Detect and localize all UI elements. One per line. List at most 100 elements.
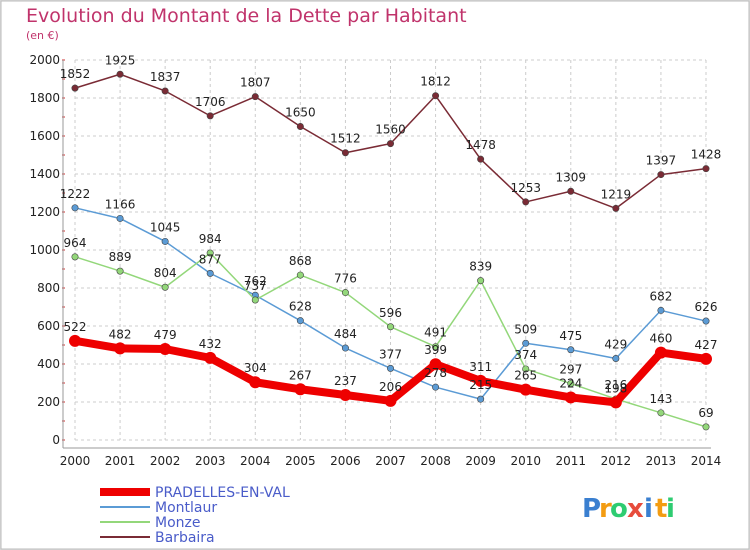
data-label: 1925 xyxy=(105,53,136,67)
data-label: 1650 xyxy=(285,106,316,120)
data-point xyxy=(522,365,530,373)
data-point xyxy=(341,344,349,352)
data-label: 804 xyxy=(154,266,177,280)
data-label: 1560 xyxy=(375,123,406,137)
data-point xyxy=(116,70,124,78)
data-label: 1166 xyxy=(105,197,136,211)
data-label: 964 xyxy=(64,236,87,250)
data-point xyxy=(294,383,307,396)
data-point xyxy=(702,165,710,173)
data-label: 1222 xyxy=(60,187,91,201)
data-label: 737 xyxy=(244,279,267,293)
x-tick-label: 2012 xyxy=(601,454,632,468)
data-label: 377 xyxy=(379,347,402,361)
data-label: 69 xyxy=(698,406,713,420)
data-point xyxy=(702,423,710,431)
data-point xyxy=(654,346,667,359)
data-label: 479 xyxy=(154,328,177,342)
data-label: 628 xyxy=(289,300,312,314)
data-label: 304 xyxy=(244,361,267,375)
x-tick-label: 2001 xyxy=(105,454,136,468)
logo-letter: x xyxy=(627,494,644,524)
data-label: 626 xyxy=(695,300,718,314)
chart-title: Evolution du Montant de la Dette par Hab… xyxy=(26,5,467,27)
y-tick-label: 200 xyxy=(37,395,60,409)
data-point xyxy=(657,171,665,179)
data-label: 267 xyxy=(289,368,312,382)
data-point xyxy=(522,198,530,206)
y-tick-label: 2000 xyxy=(29,53,60,67)
data-label: 484 xyxy=(334,327,357,341)
data-label: 215 xyxy=(469,378,492,392)
y-tick-label: 1600 xyxy=(29,129,60,143)
data-point xyxy=(657,409,665,417)
data-label: 216 xyxy=(604,378,627,392)
x-tick-label: 2014 xyxy=(691,454,722,468)
x-tick-label: 2008 xyxy=(420,454,451,468)
data-point xyxy=(296,123,304,131)
series-layer xyxy=(69,70,712,431)
data-point xyxy=(700,352,712,365)
y-tick-label: 0 xyxy=(52,433,60,447)
x-tick-label: 2002 xyxy=(150,454,181,468)
data-point xyxy=(474,374,487,387)
data-point xyxy=(206,112,214,120)
axes: 0 200 400 600 800 1000 1200 1400 1600 1800 2000 200… xyxy=(29,53,721,468)
logo-letter: i xyxy=(644,494,653,524)
data-label: 868 xyxy=(289,254,312,268)
legend-label: Montlaur xyxy=(155,500,217,516)
data-point xyxy=(251,296,259,304)
data-point xyxy=(251,93,259,101)
x-tick-label: 2004 xyxy=(240,454,271,468)
data-label: 491 xyxy=(424,326,447,340)
legend-label: PRADELLES-EN-VAL xyxy=(155,485,290,501)
data-point xyxy=(384,394,397,407)
data-point xyxy=(159,342,172,355)
data-label: 776 xyxy=(334,272,357,286)
data-label: 522 xyxy=(64,320,87,334)
y-tick-label: 1400 xyxy=(29,167,60,181)
data-point xyxy=(206,249,214,257)
data-point xyxy=(114,342,127,355)
data-label: 297 xyxy=(559,363,582,377)
logo-letter: t xyxy=(655,494,667,524)
y-tick-label: 1800 xyxy=(29,91,60,105)
x-tick-label: 2003 xyxy=(195,454,226,468)
x-tick-label: 2007 xyxy=(375,454,406,468)
data-point xyxy=(432,383,440,391)
x-tick-label: 2013 xyxy=(646,454,677,468)
data-point xyxy=(206,269,214,277)
data-label: 1219 xyxy=(601,187,632,201)
data-point xyxy=(296,317,304,325)
data-label: 1397 xyxy=(646,154,677,168)
data-labels: 1852 1925 1837 1706 1807 1650 1512 1560 1812 1478… xyxy=(60,53,722,420)
data-point xyxy=(657,306,665,314)
data-label: 1807 xyxy=(240,76,271,90)
data-label: 427 xyxy=(695,338,718,352)
data-label: 399 xyxy=(424,343,447,357)
y-tick-label: 1200 xyxy=(29,205,60,219)
data-label: 509 xyxy=(514,322,537,336)
data-point xyxy=(161,283,169,291)
data-label: 311 xyxy=(469,360,492,374)
x-tick-label: 2009 xyxy=(465,454,496,468)
x-tick-label: 2010 xyxy=(510,454,541,468)
data-point xyxy=(477,155,485,163)
data-point xyxy=(161,237,169,245)
data-label: 224 xyxy=(559,376,582,390)
y-tick-label: 1000 xyxy=(29,243,60,257)
data-point xyxy=(567,187,575,195)
data-label: 682 xyxy=(649,289,672,303)
data-label: 1512 xyxy=(330,132,361,146)
x-tick-label: 2000 xyxy=(60,454,91,468)
data-point xyxy=(71,253,79,261)
data-point xyxy=(609,396,622,409)
data-point xyxy=(432,92,440,100)
data-point xyxy=(612,354,620,362)
data-label: 265 xyxy=(514,369,537,383)
data-point xyxy=(477,277,485,285)
data-label: 1478 xyxy=(465,138,496,152)
data-point xyxy=(612,204,620,212)
